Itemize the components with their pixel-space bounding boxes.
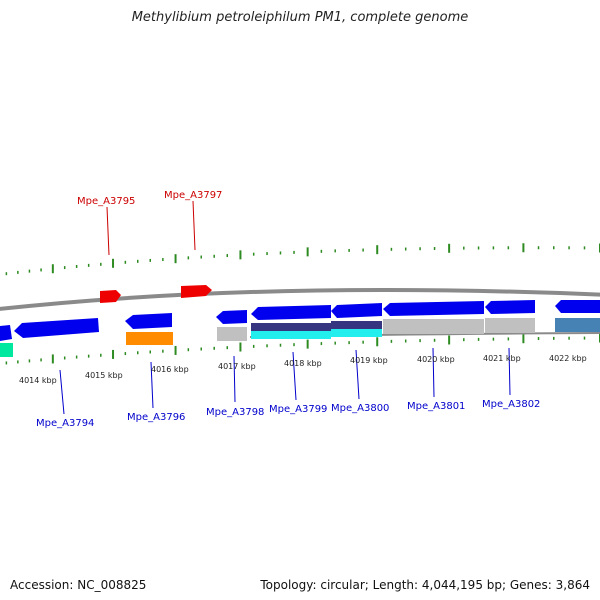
leader-mpe-a3796 xyxy=(150,361,154,409)
kbp-label-4019: 4019 kbp xyxy=(350,356,388,365)
kbp-label-4020: 4020 kbp xyxy=(417,355,455,364)
leader-mpe-a3802 xyxy=(508,347,511,396)
feature-steel-3803 xyxy=(555,318,600,332)
genome-backbone xyxy=(0,288,600,311)
label-mpe-a3799[interactable]: Mpe_A3799 xyxy=(269,404,327,415)
inner-tick-ring xyxy=(5,333,600,365)
feature-cyan-3799 xyxy=(251,331,331,339)
kbp-label-4016: 4016 kbp xyxy=(151,365,189,374)
gene-mpe-a3802[interactable] xyxy=(485,300,535,314)
feature-navy-3799 xyxy=(251,323,331,331)
gene-mpe-a3796[interactable] xyxy=(125,313,172,329)
leader-mpe-a3797 xyxy=(192,200,196,251)
gene-mpe-a3801[interactable] xyxy=(383,301,484,316)
kbp-label-4014: 4014 kbp xyxy=(19,376,57,385)
label-mpe-a3801[interactable]: Mpe_A3801 xyxy=(407,401,465,412)
outer-tick-ring xyxy=(5,243,600,276)
gene-mpe-a3803[interactable] xyxy=(555,300,600,313)
gene-mpe-a3793[interactable] xyxy=(0,325,12,341)
accession-text: Accession: NC_008825 xyxy=(10,578,147,592)
leader-mpe-a3801 xyxy=(432,347,435,398)
gene-mpe-a3797[interactable] xyxy=(181,285,212,298)
feature-teal xyxy=(0,343,13,357)
gene-mpe-a3798[interactable] xyxy=(216,310,247,324)
kbp-label-4021: 4021 kbp xyxy=(483,354,521,363)
kbp-label-4015: 4015 kbp xyxy=(85,371,123,380)
label-mpe-a3798[interactable]: Mpe_A3798 xyxy=(206,407,264,418)
feature-orange xyxy=(126,332,173,345)
leader-mpe-a3795 xyxy=(106,206,110,256)
leader-mpe-a3800 xyxy=(355,349,360,400)
label-mpe-a3796[interactable]: Mpe_A3796 xyxy=(127,412,185,423)
leader-mpe-a3798 xyxy=(233,355,236,403)
kbp-label-4017: 4017 kbp xyxy=(218,362,256,371)
feature-grey-3798 xyxy=(217,327,247,341)
label-mpe-a3802[interactable]: Mpe_A3802 xyxy=(482,399,540,410)
kbp-label-4018: 4018 kbp xyxy=(284,359,322,368)
gene-mpe-a3799[interactable] xyxy=(251,305,331,320)
gene-mpe-a3795[interactable] xyxy=(100,290,121,303)
label-mpe-a3794[interactable]: Mpe_A3794 xyxy=(36,418,94,429)
gene-mpe-a3794[interactable] xyxy=(14,318,99,338)
feature-grey-3802 xyxy=(485,318,535,333)
kbp-label-4022: 4022 kbp xyxy=(549,354,587,363)
gene-mpe-a3800[interactable] xyxy=(331,303,382,318)
genome-summary-text: Topology: circular; Length: 4,044,195 bp… xyxy=(260,578,590,592)
feature-cyan-3800 xyxy=(331,329,382,337)
feature-navy-3800 xyxy=(331,321,382,329)
leader-mpe-a3799 xyxy=(292,351,297,401)
label-mpe-a3800[interactable]: Mpe_A3800 xyxy=(331,403,389,414)
map-title: Methylibium petroleiphilum PM1, complete… xyxy=(131,10,469,25)
label-mpe-a3795[interactable]: Mpe_A3795 xyxy=(77,196,135,207)
leader-mpe-a3794 xyxy=(59,369,65,415)
label-mpe-a3797[interactable]: Mpe_A3797 xyxy=(164,190,222,201)
feature-grey-3801 xyxy=(383,319,484,334)
